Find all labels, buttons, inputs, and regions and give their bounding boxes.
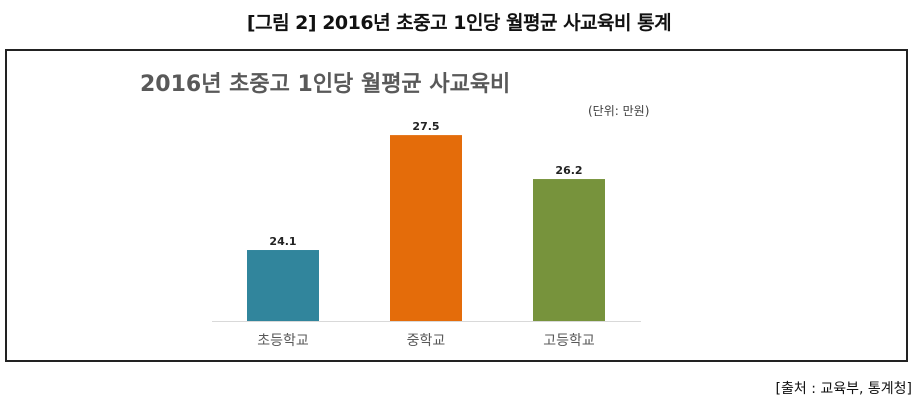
data-label: 24.1 [269, 235, 297, 249]
figure-caption: [그림 2] 2016년 초중고 1인당 월평균 사교육비 통계 [246, 12, 672, 34]
chart-frame [5, 49, 908, 362]
bar-2 [533, 179, 605, 321]
source-note: [출처 : 교육부, 통계청] [775, 381, 912, 397]
bar-1 [390, 135, 462, 321]
category-label: 초등학교 [257, 333, 309, 349]
unit-label: (단위: 만원) [588, 104, 650, 118]
data-label: 26.2 [555, 164, 583, 178]
category-label: 중학교 [406, 333, 446, 349]
category-label: 고등학교 [543, 333, 595, 349]
data-label: 27.5 [412, 120, 440, 134]
chart-title: 2016년 초중고 1인당 월평균 사교육비 [140, 72, 511, 97]
bar-0 [247, 250, 319, 321]
